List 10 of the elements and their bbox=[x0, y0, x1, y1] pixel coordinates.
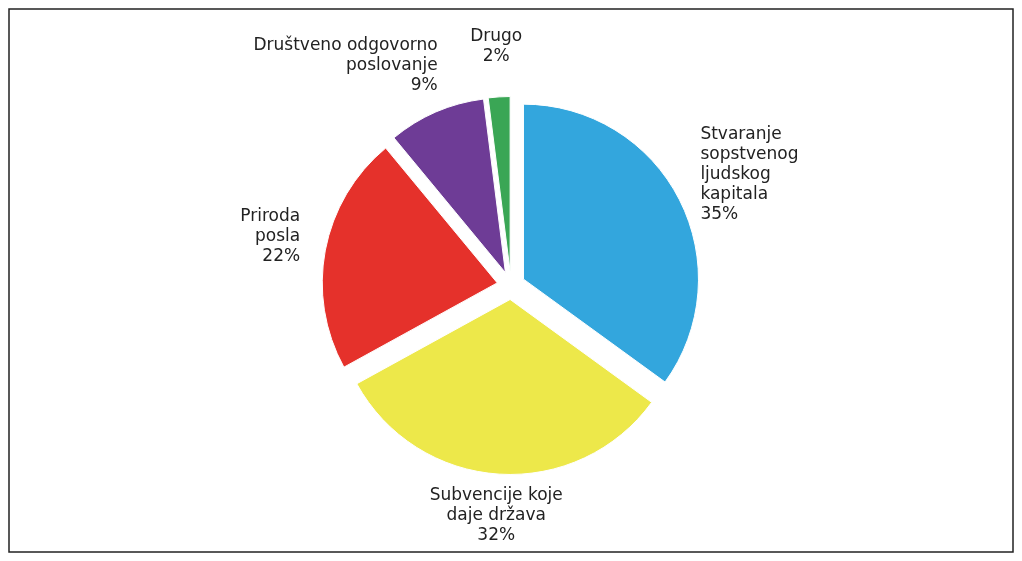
data-label: 35% bbox=[700, 202, 739, 223]
slice-label: Društveno odgovorno poslovanje bbox=[253, 33, 438, 74]
data-label: 2% bbox=[482, 44, 510, 65]
data-label: 32% bbox=[477, 524, 516, 545]
slice-label: Priroda posla bbox=[240, 205, 301, 246]
slice-label: Subvencije koje daje država bbox=[429, 484, 563, 525]
data-label: 22% bbox=[262, 245, 301, 266]
slice-label: Drugo bbox=[470, 24, 523, 45]
slice-label: Stvaranje sopstvenog ljudskog kapitala bbox=[700, 122, 799, 203]
data-label: 9% bbox=[410, 73, 438, 94]
